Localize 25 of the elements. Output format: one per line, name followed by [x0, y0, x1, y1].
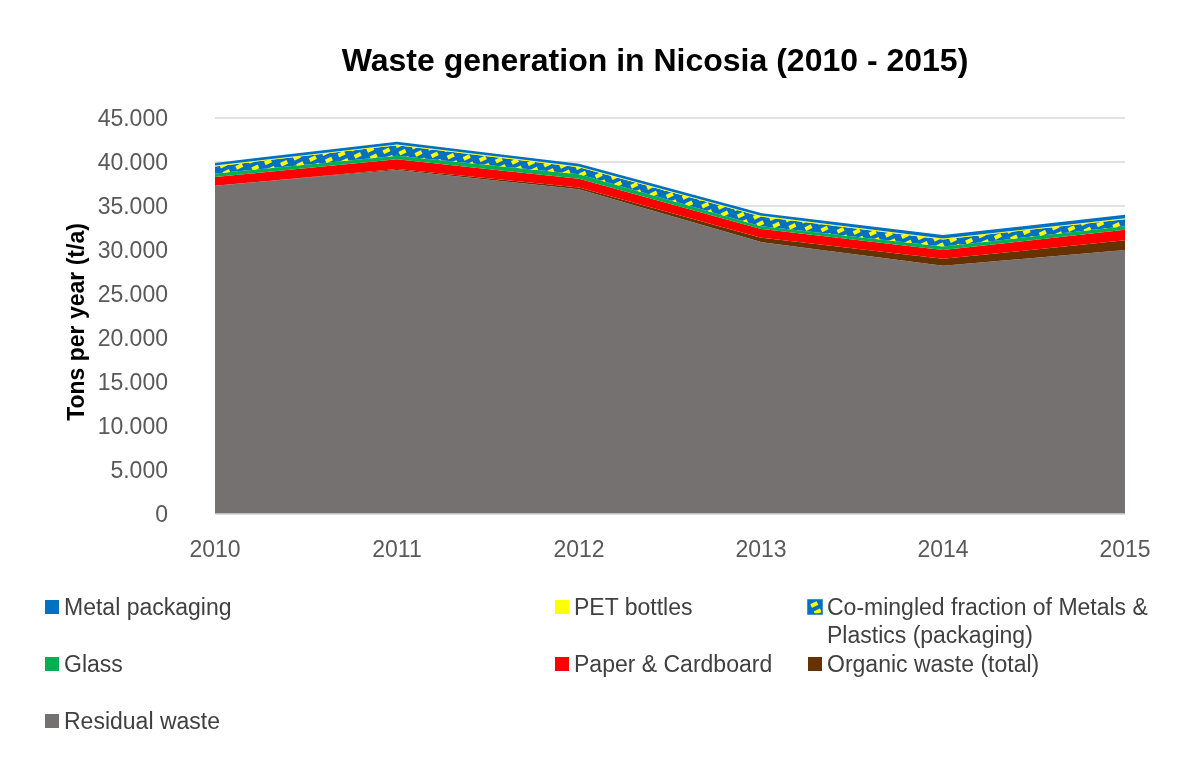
y-axis-title: Tons per year (t/a): [63, 223, 89, 421]
legend-label: Glass: [64, 651, 123, 677]
x-tick-label: 2013: [735, 536, 787, 562]
legend-label: Paper & Cardboard: [574, 651, 773, 677]
y-tick-label: 10.000: [97, 413, 168, 439]
y-tick-label: 5.000: [110, 457, 168, 483]
y-tick-label: 40.000: [97, 149, 168, 175]
x-tick-label: 2011: [372, 536, 422, 562]
y-tick-label: 35.000: [97, 193, 168, 219]
legend-label: Residual waste: [64, 708, 220, 734]
y-tick-label: 20.000: [97, 325, 168, 351]
y-tick-label: 30.000: [97, 237, 168, 263]
x-tick-label: 2012: [553, 536, 605, 562]
x-tick-label: 2014: [917, 536, 969, 562]
chart-title: Waste generation in Nicosia (2010 - 2015): [341, 42, 969, 78]
x-tick-label: 2015: [1099, 536, 1151, 562]
y-tick-label: 45.000: [97, 105, 168, 131]
legend-label: Co-mingled fraction of Metals & Plastics (packaging): [827, 594, 1148, 648]
y-tick-label: 0: [155, 501, 168, 527]
y-tick-label: 25.000: [97, 281, 168, 307]
legend-label: PET bottles: [574, 594, 693, 620]
y-tick-label: 15.000: [97, 369, 168, 395]
legend-label: Metal packaging: [64, 594, 232, 620]
x-tick-label: 2010: [189, 536, 241, 562]
legend-label: Organic waste (total): [827, 651, 1040, 677]
